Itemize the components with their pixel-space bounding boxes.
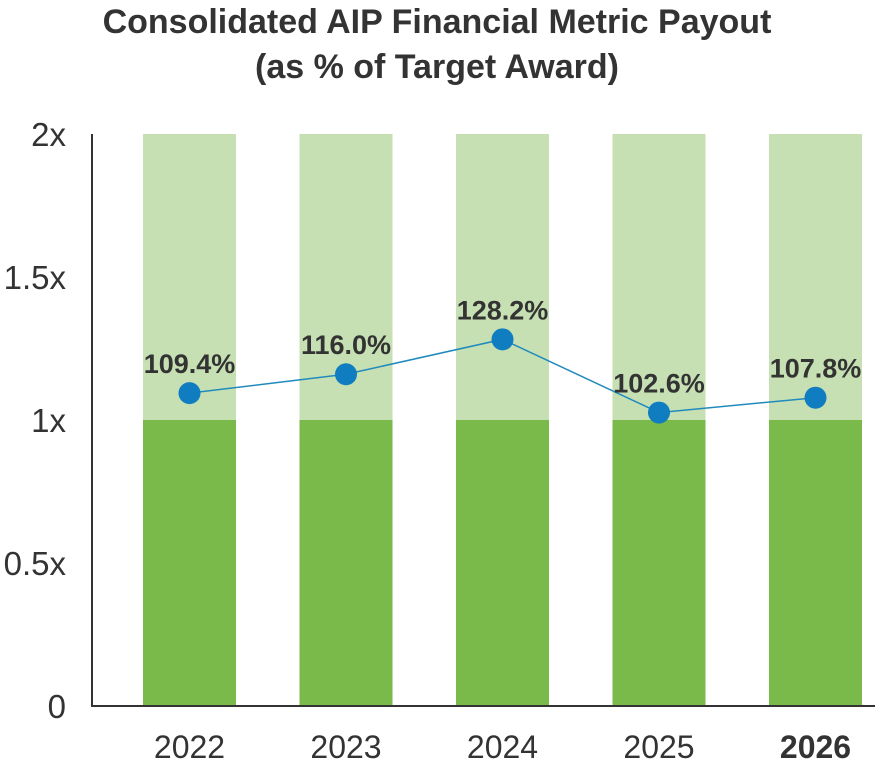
data-label-2024: 128.2% (457, 295, 549, 325)
y-tick-label: 0 (48, 688, 66, 725)
chart-title-line-1: Consolidated AIP Financial Metric Payout (103, 3, 772, 41)
data-point-2025 (648, 401, 670, 424)
data-point-2023 (335, 363, 357, 386)
data-point-2026 (804, 386, 827, 409)
y-tick-label: 2x (31, 116, 66, 153)
axes-group (91, 134, 875, 707)
y-tick-label: 0.5x (4, 545, 67, 582)
bars-group (143, 134, 862, 706)
bar-upper-2025 (612, 134, 706, 420)
data-label-2025: 102.6% (613, 369, 705, 399)
bar-lower-2023 (299, 420, 393, 706)
bar-upper-2026 (769, 134, 862, 420)
x-tick-label: 2025 (623, 729, 694, 765)
chart-title-line-2: (as % of Target Award) (255, 48, 619, 86)
x-tick-label: 2024 (467, 729, 538, 765)
chart-title: Consolidated AIP Financial Metric Payout… (103, 3, 772, 86)
bar-lower-2024 (456, 420, 549, 706)
payout-series: 109.4% 116.0% 128.2% 102.6% 107.8% (144, 295, 862, 424)
bar-lower-2025 (612, 420, 706, 706)
data-label-2026: 107.8% (770, 354, 862, 384)
bar-upper-2022 (143, 134, 236, 420)
y-tick-labels: 0 0.5x 1x 1.5x 2x (4, 116, 67, 725)
data-point-2022 (178, 382, 201, 405)
bar-upper-2024 (456, 134, 549, 420)
x-tick-label: 2026 (780, 729, 851, 765)
bar-lower-2026 (769, 420, 862, 706)
data-label-2022: 109.4% (144, 349, 236, 379)
x-tick-label: 2022 (154, 729, 225, 765)
y-tick-label: 1.5x (4, 259, 67, 296)
x-tick-labels: 2022 2023 2024 2025 2026 (154, 729, 851, 765)
y-tick-label: 1x (31, 402, 66, 439)
bar-lower-2022 (143, 420, 236, 706)
data-label-2023: 116.0% (301, 330, 391, 360)
x-tick-label: 2023 (310, 729, 381, 765)
data-point-2024 (491, 328, 514, 351)
